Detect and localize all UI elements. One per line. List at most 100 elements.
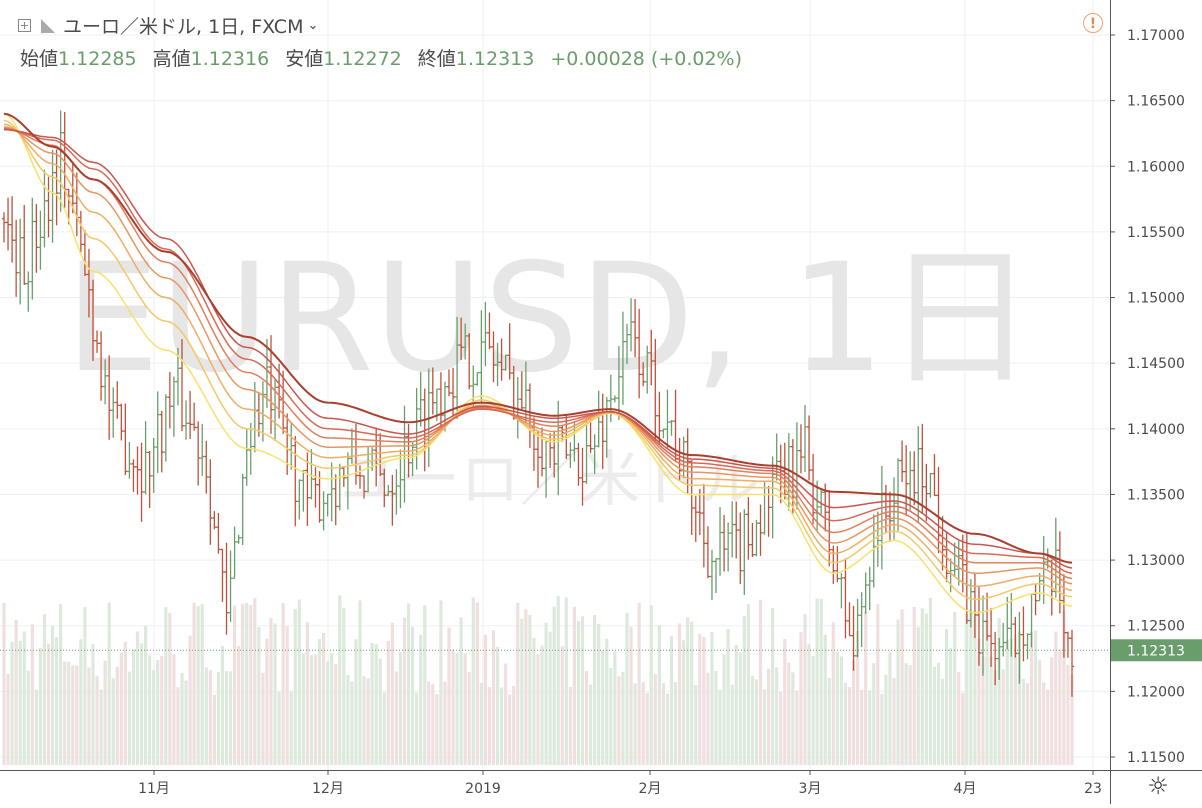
volume-bar <box>204 667 208 765</box>
close-value: 1.12313 <box>455 48 535 70</box>
volume-bar <box>455 652 459 765</box>
volume-bar <box>1001 669 1005 765</box>
volume-bar <box>326 661 330 765</box>
volume-bar <box>63 661 67 765</box>
y-tick-label: 1.15500 <box>1127 225 1185 241</box>
volume-bar <box>321 632 326 765</box>
volume-bar <box>799 632 803 765</box>
volume-bar <box>467 671 471 765</box>
volume-bar <box>394 671 399 765</box>
settings-gear-icon[interactable]: ☼ <box>1147 772 1169 800</box>
volume-bar <box>936 662 941 765</box>
volume-bar <box>892 677 896 765</box>
flag-icon[interactable] <box>41 18 55 33</box>
volume-bar <box>354 639 358 765</box>
volume-bar <box>1009 638 1013 765</box>
volume-bar <box>463 653 467 765</box>
volume-bar <box>487 687 492 765</box>
y-tick-label: 1.14000 <box>1127 422 1185 438</box>
volume-bar <box>851 660 856 765</box>
volume-bar <box>423 605 427 765</box>
volume-bar <box>196 605 200 765</box>
volume-bar <box>447 627 451 765</box>
volume-bar <box>661 683 666 765</box>
volume-bar <box>293 608 297 765</box>
volume-bar <box>362 676 366 765</box>
volume-bar <box>823 634 827 765</box>
volume-bar <box>779 692 783 765</box>
volume-bar <box>289 691 293 765</box>
volume-bar <box>115 666 119 765</box>
volume-bar <box>148 655 152 765</box>
chevron-down-icon[interactable]: ⌄ <box>307 18 319 33</box>
volume-bar <box>232 605 237 765</box>
volume-bar <box>160 655 164 765</box>
volume-bar <box>111 678 115 765</box>
volume-bar <box>888 652 892 765</box>
volume-bar <box>625 612 629 765</box>
volume-bar <box>176 687 180 765</box>
volume-bar <box>985 619 989 765</box>
volume-bar <box>6 673 10 765</box>
volume-bar <box>694 684 698 765</box>
volume-bar <box>702 636 706 765</box>
volume-bar <box>552 606 556 765</box>
volume-bar <box>59 604 63 765</box>
y-tick-label: 1.13500 <box>1127 487 1185 503</box>
x-tick-label: 12月 <box>312 781 344 797</box>
volume-bar <box>949 648 953 765</box>
volume-bar <box>220 646 225 765</box>
volume-bar <box>613 651 617 765</box>
volume-bar <box>536 654 540 765</box>
volume-bar <box>168 613 172 765</box>
symbol-row: ユーロ／米ドル, 1日, FXCM ⌄ <box>4 12 318 39</box>
volume-bar <box>180 672 184 765</box>
volume-bar <box>30 624 34 765</box>
volume-bar <box>245 602 249 765</box>
volume-bar <box>686 617 690 765</box>
ma-line-8 <box>3 112 1073 564</box>
volume-bar <box>1050 657 1054 765</box>
y-tick-label: 1.13000 <box>1127 553 1185 569</box>
chart-header: ユーロ／米ドル, 1日, FXCM ⌄ 始値1.12285 高値1.12316 安値… <box>0 0 1110 80</box>
low-label: 安値 <box>285 48 324 70</box>
x-tick-label: 2月 <box>639 781 662 797</box>
volume-bar <box>714 671 718 765</box>
warning-icon[interactable]: ! <box>1083 13 1103 33</box>
volume-bar <box>87 667 91 765</box>
x-tick-label: 4月 <box>954 781 977 797</box>
expand-icon[interactable] <box>18 19 31 32</box>
volume-bar <box>682 640 686 765</box>
volume-bar <box>67 661 71 765</box>
volume-bar <box>439 600 443 765</box>
volume-bar <box>398 652 403 765</box>
volume-bar <box>544 622 548 765</box>
ma-line-4 <box>3 126 1073 585</box>
volume-bar <box>309 655 314 765</box>
time-axis-pane <box>0 770 1202 804</box>
volume-bar <box>722 654 726 765</box>
volume-bar <box>621 671 625 765</box>
volume-bar <box>216 671 221 765</box>
volume-bar <box>540 645 544 765</box>
symbol-title[interactable]: ユーロ／米ドル, 1日, FXCM <box>63 16 304 38</box>
ohlc-row: 始値1.12285 高値1.12316 安値1.12272 終値1.12313 +0.0… <box>20 44 742 71</box>
volume-bar <box>366 678 370 765</box>
volume-bar <box>649 605 653 765</box>
volume-bar <box>1054 631 1058 765</box>
volume-bar <box>819 598 823 765</box>
volume-bar <box>1017 631 1022 765</box>
volume-bar <box>516 602 520 765</box>
y-tick-label: 1.12000 <box>1127 684 1185 700</box>
x-tick-label: 11月 <box>138 781 170 797</box>
volume-bar <box>876 604 880 765</box>
volume-bar <box>718 689 722 765</box>
volume-bar <box>281 603 285 765</box>
volume-bar <box>83 607 87 765</box>
volume-bar <box>524 609 528 765</box>
volume-bar <box>900 609 904 765</box>
volume-bar <box>14 619 18 765</box>
volume-bar <box>143 626 148 765</box>
